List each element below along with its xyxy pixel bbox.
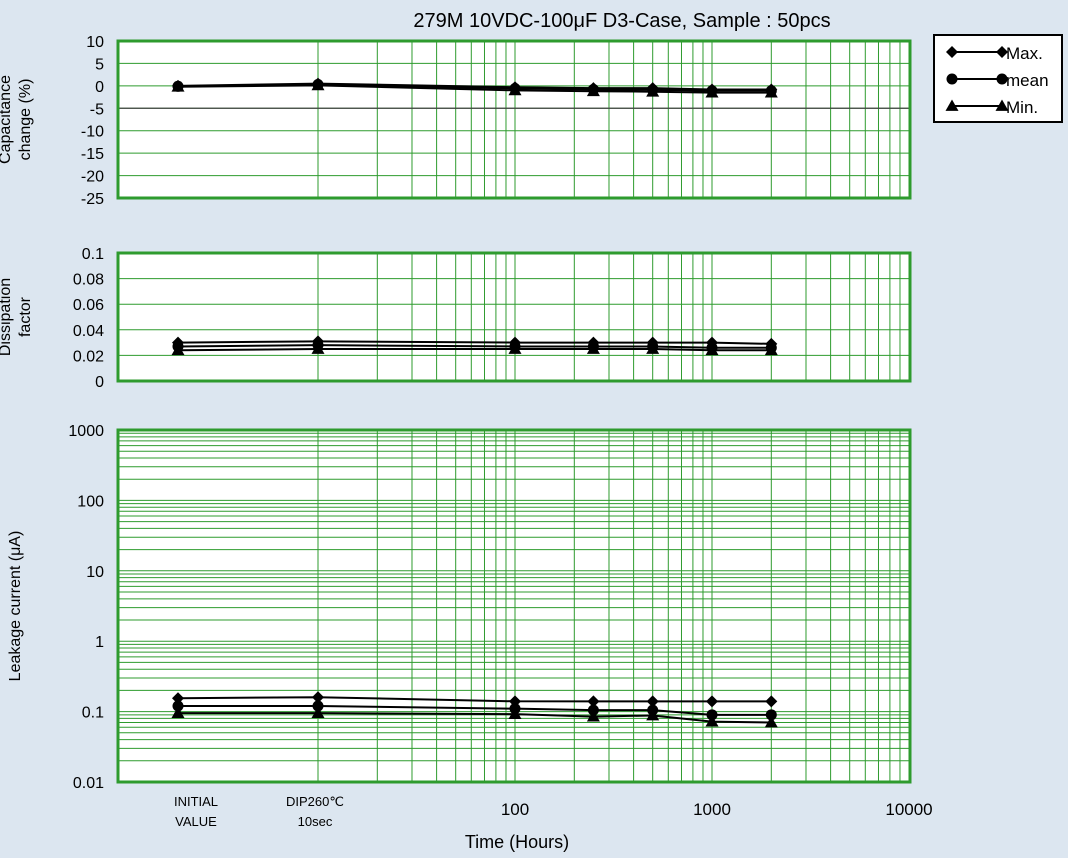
legend-marker [996, 46, 1008, 58]
legend-label: mean [1006, 71, 1049, 90]
y-axis-label: Capacitance [0, 75, 14, 164]
data-point [706, 709, 718, 721]
x-axis-label: Time (Hours) [465, 832, 569, 852]
x-tick-label: 1000 [693, 800, 731, 819]
data-point [312, 700, 324, 712]
y-tick-label: 0.02 [73, 348, 104, 365]
data-point [646, 85, 660, 97]
y-tick-label: -15 [81, 146, 104, 163]
series-max [172, 691, 778, 708]
y-tick-label: -25 [81, 191, 104, 208]
x-tick-label: 10sec [298, 814, 333, 829]
data-point [705, 715, 719, 727]
data-point [171, 80, 185, 92]
data-point [311, 706, 325, 719]
legend-marker [946, 73, 958, 85]
legend-marker [996, 73, 1008, 85]
data-point [765, 695, 778, 708]
y-tick-label: -20 [81, 169, 104, 186]
y-tick-label: 0 [95, 374, 104, 391]
y-tick-label: 5 [95, 56, 104, 73]
legend-label: Max. [1006, 44, 1043, 63]
y-tick-label: 0.08 [73, 272, 104, 289]
chart-title: 279M 10VDC-100μF D3-Case, Sample : 50pcs [413, 10, 830, 32]
y-tick-label: 1 [95, 634, 104, 651]
legend-marker [945, 99, 959, 111]
data-point [765, 709, 777, 721]
data-point [586, 84, 600, 97]
x-tick-label: 100 [501, 800, 529, 819]
y-tick-label: 0 [95, 79, 104, 96]
legend-marker [946, 46, 958, 58]
legend-label: Min. [1006, 98, 1038, 117]
y-tick-label: 10 [86, 34, 104, 51]
x-tick-label: 10000 [885, 800, 932, 819]
data-point [646, 695, 659, 708]
y-tick-label: -5 [90, 101, 104, 118]
legend-item: Max. [946, 44, 1043, 63]
panel-1: 10 5 0 -5 -10 -15 -20 -25 Capacitance change (%) [0, 34, 912, 208]
data-point [311, 342, 325, 354]
data-point [764, 343, 778, 356]
plot-border [116, 428, 912, 784]
y-axis-label: Dissipation [0, 278, 14, 356]
data-point [764, 716, 778, 728]
plot-border [116, 39, 912, 200]
y-tick-label: 100 [77, 493, 104, 510]
y-tick-label: 1000 [68, 423, 104, 440]
x-tick-label: VALUE [175, 814, 217, 829]
y-tick-label: 0.04 [73, 323, 104, 340]
data-point [706, 695, 718, 708]
data-point [646, 709, 660, 721]
plot-border [116, 251, 912, 383]
plot-area [118, 41, 910, 198]
data-point [171, 706, 185, 719]
data-point [586, 342, 600, 354]
series-min [171, 706, 778, 728]
y-tick-label: 0.06 [73, 297, 104, 314]
data-point [311, 78, 325, 91]
y-axis-label: change (%) [17, 79, 34, 161]
data-point [312, 691, 324, 704]
x-tick-label: INITIAL [174, 794, 218, 809]
plot-area [118, 253, 910, 381]
y-tick-label: 0.1 [82, 246, 104, 263]
grid [118, 430, 910, 783]
plot-area [118, 430, 910, 782]
data-point [705, 86, 719, 98]
data-point [587, 695, 600, 708]
data-point [764, 86, 778, 98]
data-point [508, 342, 522, 354]
y-tick-label: 0.1 [82, 705, 104, 722]
x-axis: INITIAL VALUE DIP260℃ 10sec 100 1000 10000 Time… [174, 794, 933, 852]
y-axis-label: factor [17, 296, 34, 337]
x-tick-label: DIP260℃ [286, 794, 344, 809]
legend: Max. mean Min. [933, 34, 1063, 123]
legend-marker [995, 99, 1009, 111]
panel-2: 0.1 0.08 0.06 0.04 0.02 0 Dissipation factor [0, 246, 912, 391]
data-point [508, 83, 522, 96]
y-tick-label: -10 [81, 124, 104, 141]
y-tick-label: 10 [86, 564, 104, 581]
series-min [171, 78, 778, 98]
data-point [705, 343, 719, 356]
y-axis-label: Leakage current (μA) [7, 531, 24, 682]
series-min [171, 342, 778, 356]
data-point [586, 710, 600, 722]
legend-item: Min. [945, 98, 1038, 117]
data-point [172, 700, 184, 712]
data-point [646, 342, 660, 354]
y-tick-label: 0.01 [73, 775, 104, 792]
legend-item: mean [946, 71, 1049, 90]
data-point [172, 692, 184, 705]
data-point [171, 343, 185, 356]
data-point [508, 707, 522, 720]
panel-3: 1000 100 10 1 0.1 0.01 Leakage current (μA) [7, 423, 912, 792]
